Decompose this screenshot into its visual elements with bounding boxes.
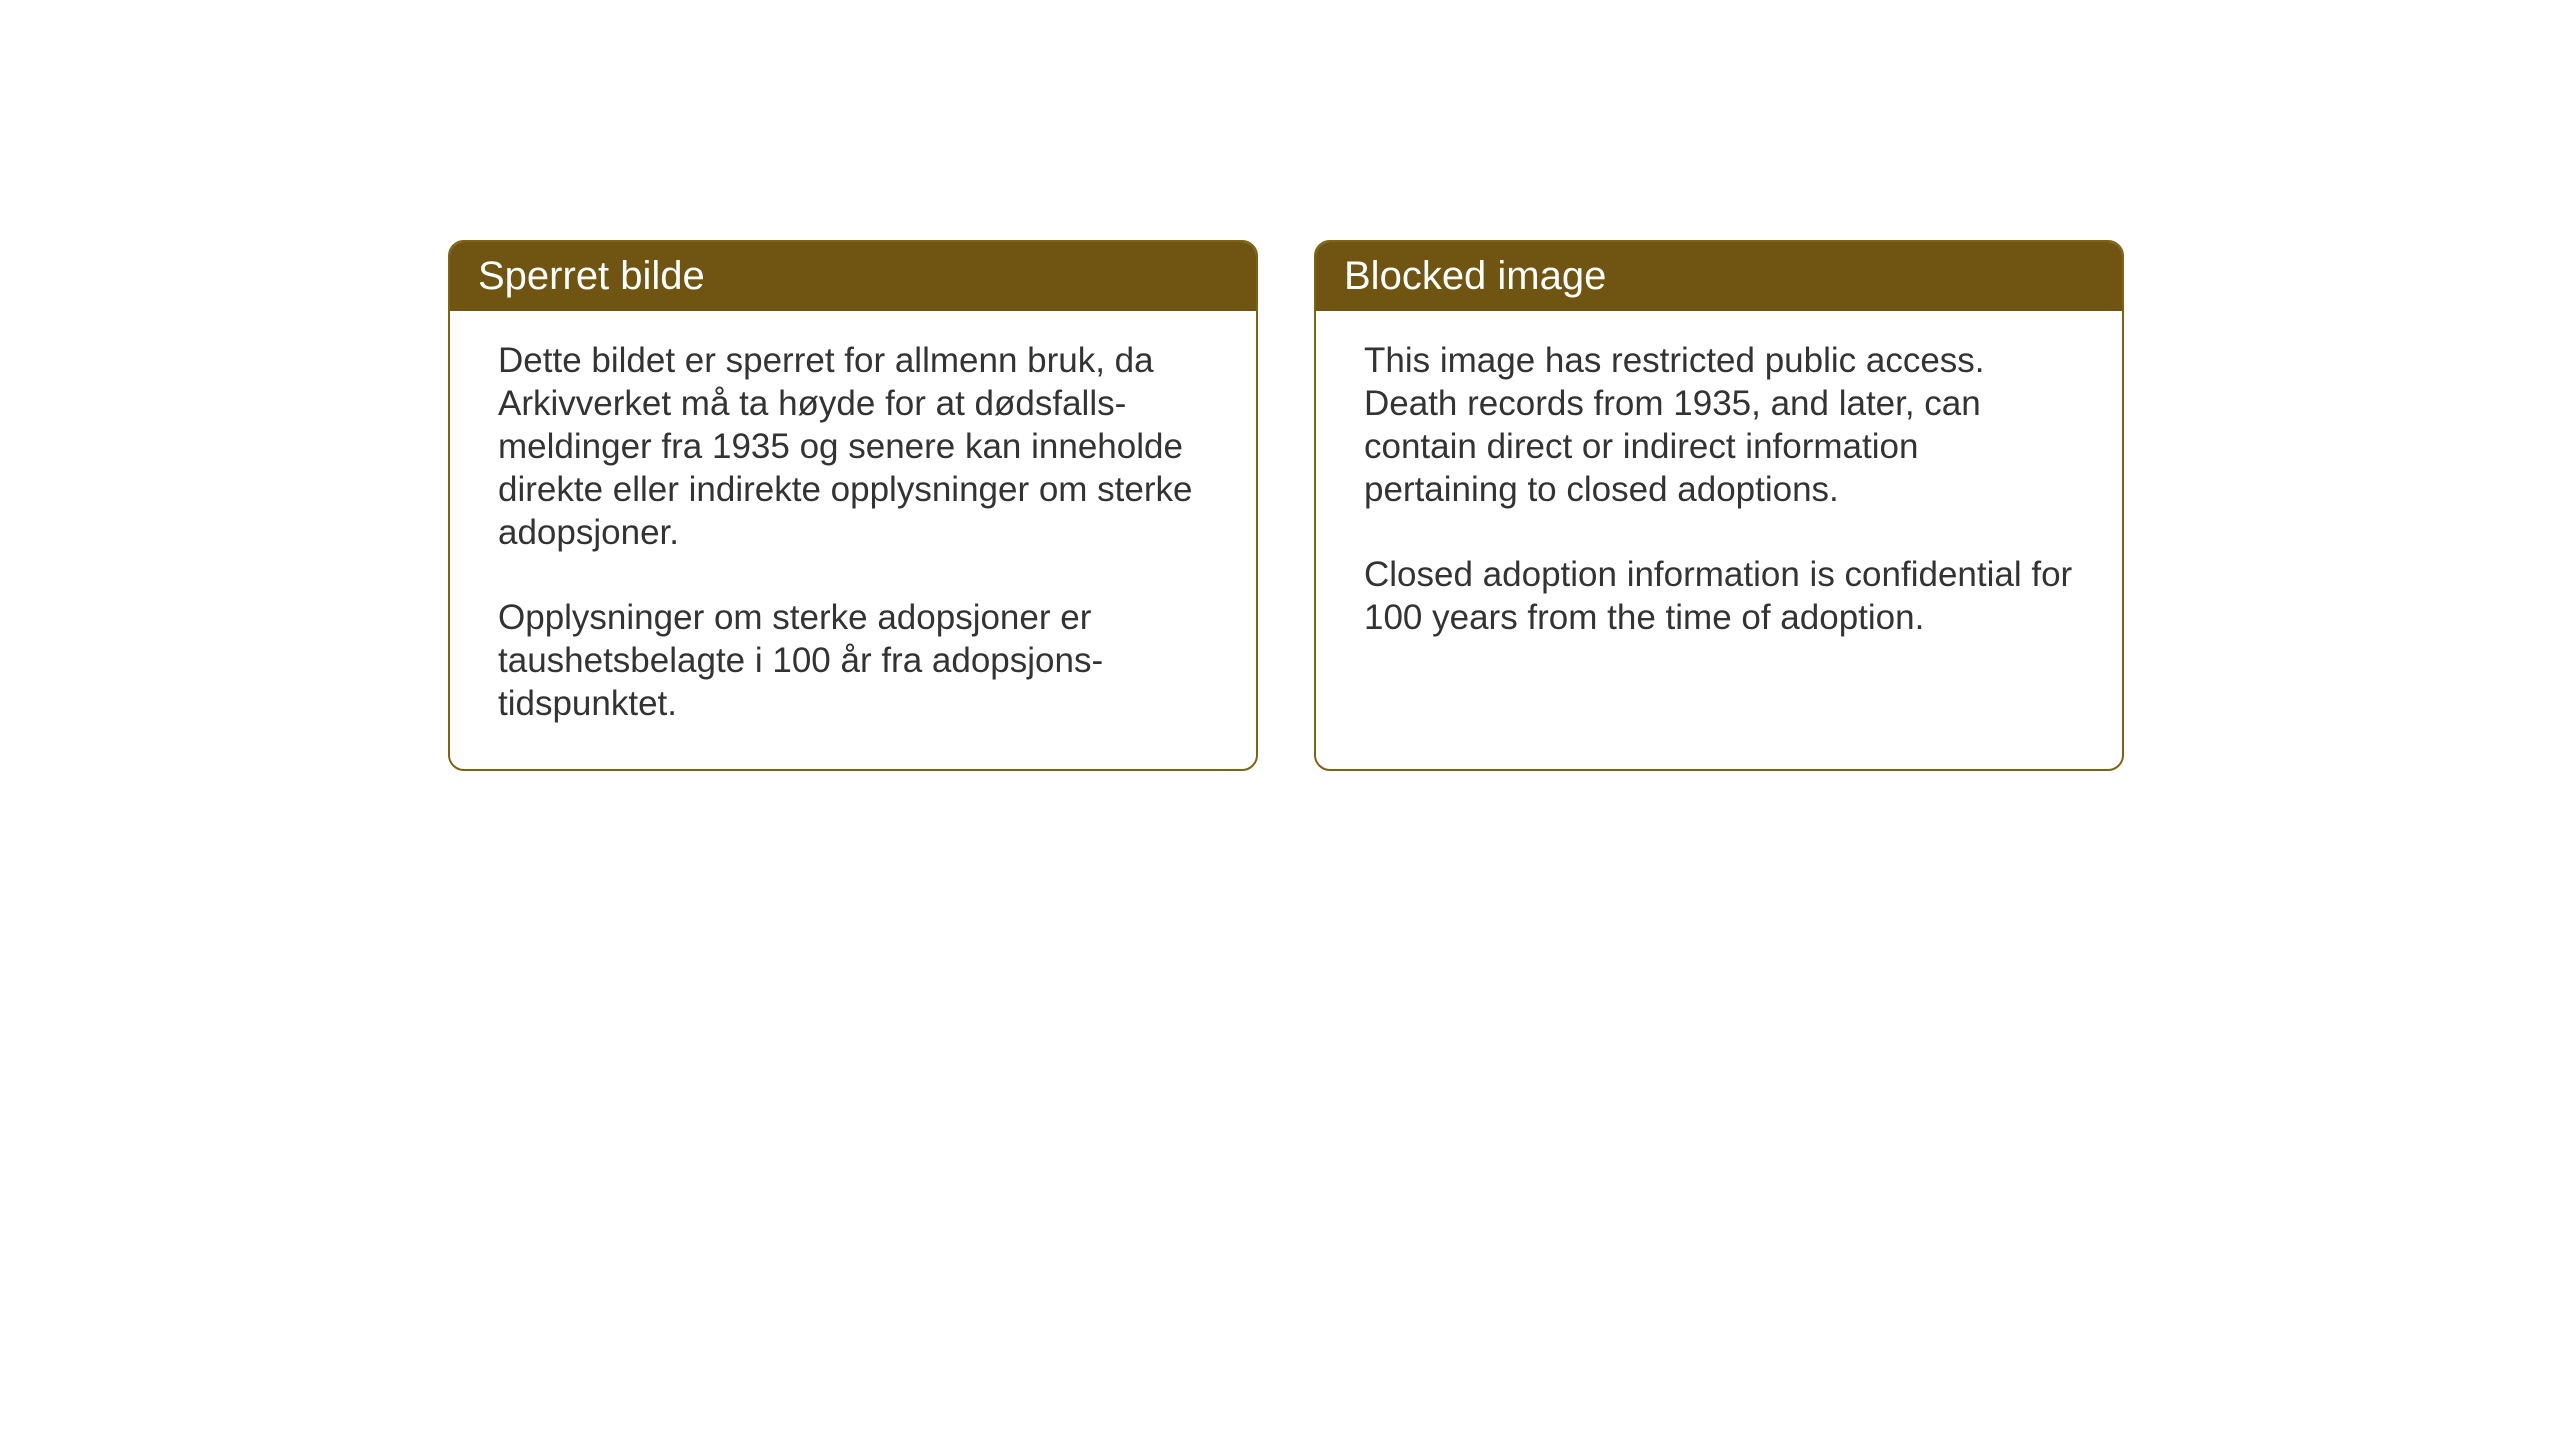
notice-cards-container: Sperret bilde Dette bildet er sperret fo… <box>448 240 2124 771</box>
notice-card-norwegian: Sperret bilde Dette bildet er sperret fo… <box>448 240 1258 771</box>
card-title-norwegian: Sperret bilde <box>478 254 705 298</box>
card-paragraph-1-norwegian: Dette bildet er sperret for allmenn bruk… <box>498 339 1208 554</box>
card-title-english: Blocked image <box>1344 254 1606 298</box>
card-body-norwegian: Dette bildet er sperret for allmenn bruk… <box>450 311 1256 769</box>
card-paragraph-2-norwegian: Opplysninger om sterke adopsjoner er tau… <box>498 596 1208 725</box>
card-body-english: This image has restricted public access.… <box>1316 311 2122 683</box>
card-header-english: Blocked image <box>1316 242 2122 311</box>
card-header-norwegian: Sperret bilde <box>450 242 1256 311</box>
card-paragraph-1-english: This image has restricted public access.… <box>1364 339 2074 511</box>
card-paragraph-2-english: Closed adoption information is confident… <box>1364 553 2074 639</box>
notice-card-english: Blocked image This image has restricted … <box>1314 240 2124 771</box>
